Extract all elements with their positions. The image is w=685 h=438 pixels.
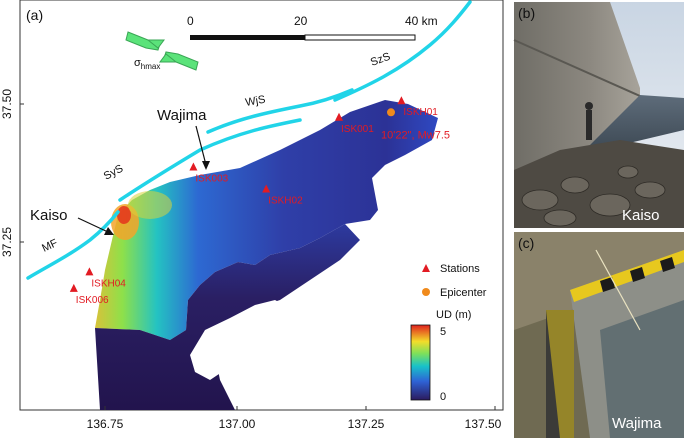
panel-c-caption: Wajima [612, 415, 662, 432]
peak-uplift-zone [117, 206, 131, 224]
station-label: ISK003 [195, 173, 228, 184]
epicenter-marker-icon [387, 108, 395, 117]
panel-b-label: (b) [518, 5, 535, 21]
station-label: ISKH04 [91, 278, 126, 289]
seawall [514, 2, 640, 190]
x-tick-label: 137.50 [465, 417, 502, 431]
x-tick-label: 137.25 [348, 417, 385, 431]
colorbar-min: 0 [440, 391, 446, 403]
x-axis-ticks [20, 103, 496, 410]
station-marker-icon [189, 162, 198, 171]
fault-wjs [206, 88, 354, 134]
x-tick-label: 137.00 [219, 417, 256, 431]
wajima-pointer [195, 125, 207, 166]
station-marker-icon [85, 267, 94, 276]
station-marker-icon [262, 184, 271, 193]
photo-wajima: (c) Wajima [514, 232, 684, 438]
legend-epicenter: Epicenter [440, 287, 487, 299]
station-marker-icon [397, 96, 406, 105]
kaiso-arrowhead-icon [104, 227, 114, 235]
fault-mf [26, 210, 120, 280]
colorbar-title: UD (m) [436, 309, 471, 321]
x-tick-label: 136.75 [87, 417, 124, 431]
map-panel: (a) 0 20 40 km σhmax SzS WjS SyS MF Waji… [0, 0, 504, 431]
yellow-edge [570, 250, 684, 302]
peninsula-land [95, 100, 438, 340]
kaiso-pointer [77, 217, 109, 233]
rocks [514, 140, 684, 228]
panel-b-caption: Kaiso [622, 207, 660, 224]
scale-tick-20: 20 [294, 14, 308, 28]
faults [26, 0, 472, 280]
legend-station-icon [422, 264, 430, 272]
scale-bar: 0 20 40 km [187, 14, 438, 41]
panel-a-label: (a) [26, 7, 43, 23]
southern-land [95, 224, 360, 410]
station-label: ISK001 [341, 124, 374, 135]
panel-c-label: (c) [518, 235, 534, 251]
y-tick-label: 37.25 [0, 227, 14, 257]
station-label: ISKH02 [268, 196, 303, 207]
stress-arrows-icon [125, 31, 199, 71]
person [586, 110, 592, 140]
colorbar [410, 324, 431, 401]
fault-sys [118, 118, 302, 202]
place-label-wajima: Wajima [157, 107, 207, 124]
wajima-arrowhead-icon [202, 161, 210, 170]
scale-tick-0: 0 [187, 14, 194, 28]
stations-layer: ISKH01 ISK001 ISK003 ISKH02 ISKH04 ISK006 10'2… [69, 96, 450, 306]
bay-water [190, 300, 290, 380]
scale-tick-40: 40 km [405, 14, 438, 28]
colorbar-max: 5 [440, 326, 446, 338]
water [600, 300, 684, 438]
station-label: ISKH01 [403, 107, 438, 118]
station-marker-icon [69, 283, 78, 292]
station-marker-icon [335, 112, 343, 121]
stress-symbol: σhmax [134, 57, 160, 71]
y-tick-label: 37.50 [0, 89, 14, 119]
legend-stations: Stations [440, 263, 480, 275]
station-label: ISK006 [76, 295, 109, 306]
place-label-kaiso: Kaiso [30, 207, 68, 224]
uplift-zone [128, 191, 172, 219]
epicenter-label: 10'22", Mw7.5 [381, 129, 450, 141]
fault-szs [333, 0, 472, 102]
legend-epicenter-icon [422, 288, 430, 296]
fault-label-wjs: WjS [244, 94, 266, 109]
photo-kaiso: (b) Kaiso [513, 2, 684, 228]
